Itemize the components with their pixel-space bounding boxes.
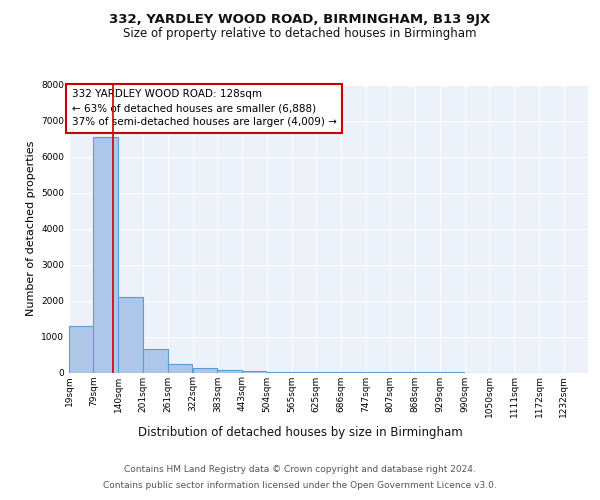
Text: 332, YARDLEY WOOD ROAD, BIRMINGHAM, B13 9JX: 332, YARDLEY WOOD ROAD, BIRMINGHAM, B13 …	[109, 12, 491, 26]
Bar	[118, 297, 143, 372]
Text: Size of property relative to detached houses in Birmingham: Size of property relative to detached ho…	[123, 28, 477, 40]
Bar	[217, 370, 242, 372]
Text: 332 YARDLEY WOOD ROAD: 128sqm
← 63% of detached houses are smaller (6,888)
37% o: 332 YARDLEY WOOD ROAD: 128sqm ← 63% of d…	[71, 90, 337, 128]
Bar	[69, 326, 94, 372]
Text: Contains public sector information licensed under the Open Government Licence v3: Contains public sector information licen…	[103, 480, 497, 490]
Y-axis label: Number of detached properties: Number of detached properties	[26, 141, 35, 316]
Bar	[94, 137, 118, 372]
Bar	[143, 349, 167, 372]
Text: Contains HM Land Registry data © Crown copyright and database right 2024.: Contains HM Land Registry data © Crown c…	[124, 466, 476, 474]
Text: Distribution of detached houses by size in Birmingham: Distribution of detached houses by size …	[137, 426, 463, 439]
Bar	[193, 368, 217, 372]
Bar	[167, 364, 192, 372]
